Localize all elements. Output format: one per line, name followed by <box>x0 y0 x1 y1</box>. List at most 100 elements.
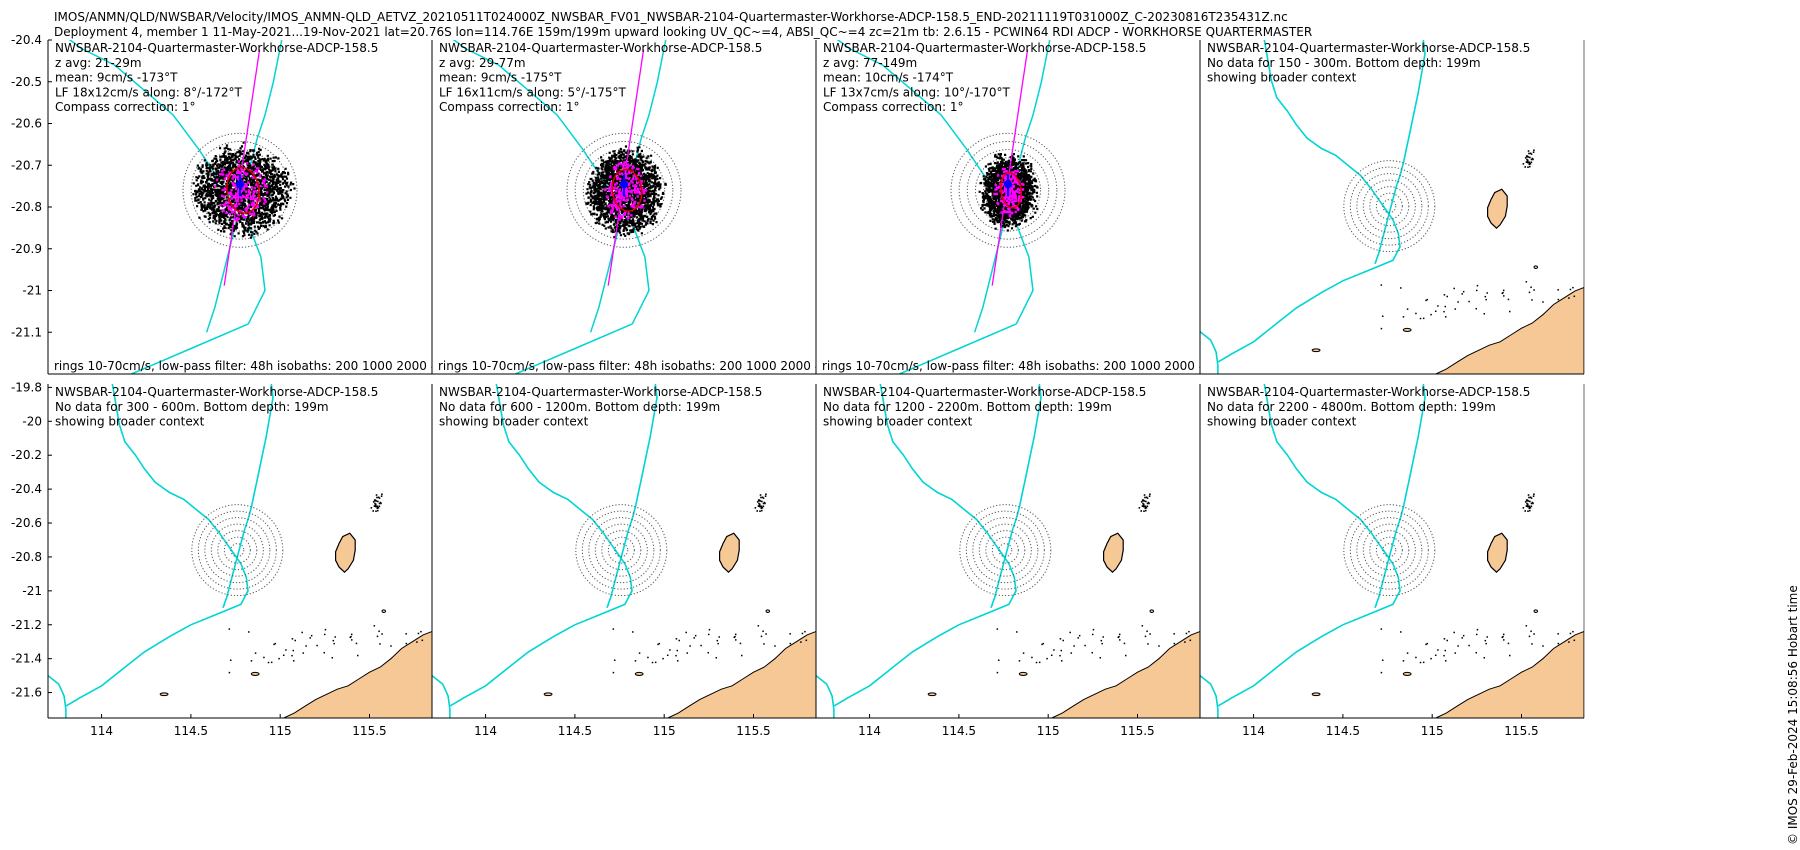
small-island <box>159 692 169 697</box>
coastal-islet <box>1476 628 1479 631</box>
coastal-islet <box>675 654 677 657</box>
small-island <box>1018 671 1028 676</box>
montebello-islet <box>1524 501 1527 503</box>
isobath-line <box>589 40 667 333</box>
speed-ring <box>190 140 290 240</box>
x-tick-label: 115.5 <box>352 724 386 738</box>
coastal-islet <box>1444 305 1446 308</box>
montebello-islet <box>1530 153 1533 155</box>
coastal-islet <box>1453 631 1455 634</box>
montebello-islet <box>762 505 765 508</box>
montebello-islet <box>1146 502 1149 505</box>
montebello-islet <box>1142 505 1145 508</box>
mean-velocity-marker <box>236 180 244 189</box>
coastal-islet <box>1462 634 1465 637</box>
montebello-islet <box>1529 500 1531 503</box>
y-tick-label: -20.6 <box>11 117 42 131</box>
coastal-islet <box>689 645 691 647</box>
y-tick-label: -21.6 <box>11 686 42 700</box>
small-island <box>381 609 387 614</box>
montebello-islet <box>372 510 375 512</box>
panel-annotation-line: NWSBAR-2104-Quartermaster-Workhorse-ADCP… <box>1207 385 1530 399</box>
montebello-islet <box>1531 157 1534 160</box>
coastal-islet <box>324 628 327 631</box>
coastal-islet <box>316 644 318 647</box>
speed-ring <box>1362 179 1416 233</box>
mean-velocity-marker <box>620 180 628 189</box>
coastal-islet <box>1486 292 1488 294</box>
small-island <box>1402 327 1412 332</box>
coastal-islet <box>1475 289 1478 292</box>
coastal-islet <box>733 636 736 639</box>
montebello-islet <box>1526 160 1529 162</box>
speed-ring <box>581 510 661 590</box>
coastal-islet <box>1503 639 1505 641</box>
montebello-islet <box>1145 506 1148 509</box>
coastal-islet <box>740 654 743 657</box>
coastal-islet <box>1419 661 1422 664</box>
coastal-islet <box>789 642 792 645</box>
montebello-islet <box>762 497 765 499</box>
coastal-islet <box>1443 654 1445 657</box>
coastal-islet <box>1531 299 1533 301</box>
coastal-islet <box>638 652 641 654</box>
coastal-islet <box>381 633 383 635</box>
coastal-islet <box>1402 316 1405 318</box>
montebello-islet <box>1528 162 1531 164</box>
panel-annotation-line: showing broader context <box>823 415 973 429</box>
coastal-islet <box>1062 639 1064 642</box>
montebello-islet <box>370 507 373 509</box>
speed-ring <box>230 543 245 558</box>
small-island <box>1533 265 1539 270</box>
coastal-islet <box>1426 298 1429 301</box>
montebello-islet <box>1532 495 1535 497</box>
coastal-islet <box>1443 310 1445 313</box>
coastal-islet <box>1099 656 1102 659</box>
montebello-islet <box>761 500 763 503</box>
speed-ring <box>1369 186 1410 227</box>
speed-ring <box>204 517 271 584</box>
speed-ring <box>958 140 1058 240</box>
y-tick-label: -21.1 <box>11 325 42 339</box>
panel-background <box>48 384 432 718</box>
montebello-islet <box>1528 506 1531 508</box>
coastal-islet <box>1446 295 1448 298</box>
montebello-islet <box>1148 495 1151 497</box>
coastal-islet <box>1542 301 1544 303</box>
montebello-islet <box>1529 506 1532 509</box>
montebello-islet <box>1145 496 1148 499</box>
coastal-islet <box>1147 643 1149 645</box>
coastal-islet <box>1443 638 1446 640</box>
coastal-islet <box>686 652 689 654</box>
coastal-islet <box>332 639 335 642</box>
mainland-coast <box>1051 630 1200 718</box>
coastal-islet <box>1406 308 1409 310</box>
speed-ring <box>1382 543 1397 558</box>
montebello-islet <box>1526 502 1528 505</box>
montebello-islet <box>756 510 759 512</box>
isobath-line <box>833 384 1017 707</box>
coastal-islet <box>1042 642 1045 645</box>
panel-footer-group: rings 10-70cm/s, low-pass filter: 48h is… <box>54 359 432 373</box>
coastal-islet <box>1485 298 1487 301</box>
coastal-islet <box>1069 631 1071 634</box>
panel-annotation-line: NWSBAR-2104-Quartermaster-Workhorse-ADCP… <box>55 41 378 55</box>
mean-velocity-marker <box>1004 180 1012 189</box>
small-island <box>1402 671 1412 676</box>
coastal-islet <box>707 633 710 636</box>
coastal-islet <box>734 635 736 638</box>
y-tick-label: -19.8 <box>11 380 42 394</box>
montebello-islet <box>759 510 761 513</box>
panel-footer-group: rings 10-70cm/s, low-pass filter: 48h is… <box>822 359 1200 373</box>
coastal-islet <box>1077 637 1079 639</box>
montebello-islet <box>1527 150 1530 152</box>
coastal-islet <box>1188 630 1190 633</box>
montebello-islet <box>1530 505 1533 508</box>
coastal-islet <box>420 630 422 633</box>
montebello-islet <box>1527 500 1530 502</box>
coastal-islet <box>694 634 697 637</box>
coastal-islet <box>1475 633 1478 636</box>
coastal-islet <box>292 649 294 652</box>
montebello-islet <box>377 500 379 503</box>
speed-ring <box>1362 523 1416 577</box>
